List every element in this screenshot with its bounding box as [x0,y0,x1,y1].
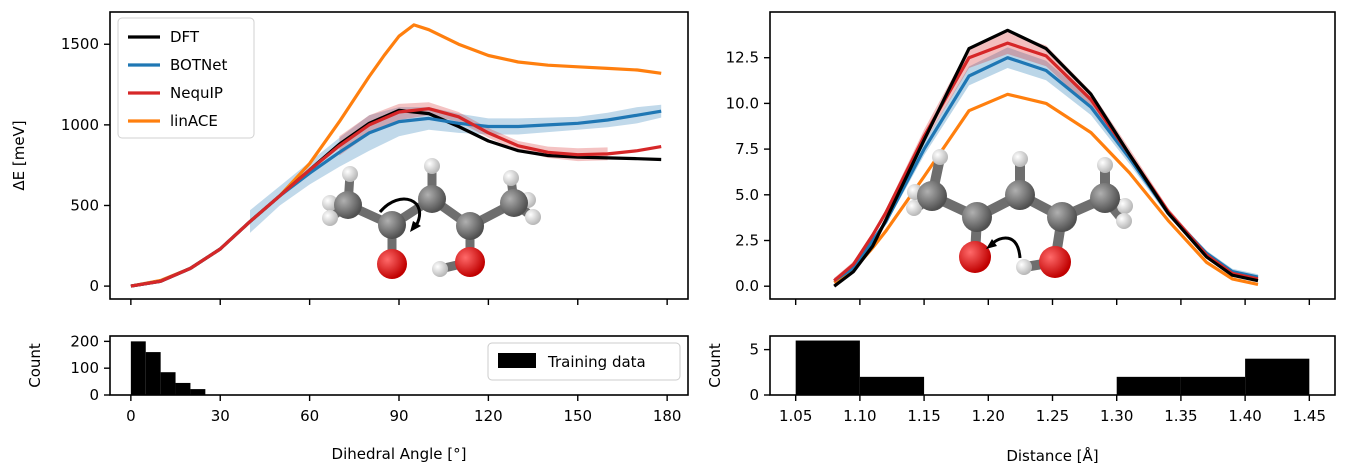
dihedral-energy-panel: 0 500 1000 1500 ΔE [meV] DFT BOTNet NequIP linAC… [10,11,689,305]
distance-histogram-panel: 0 5 1.05 1.10 1.15 1.20 1.25 1.30 1.35 1.40 1.45 Co… [706,335,1336,465]
uncertainty-band-nequip [339,102,608,162]
x-tick-label: 1.10 [843,407,876,425]
x-tick-label: 1.20 [972,407,1005,425]
x-tick-label: 1.05 [779,407,812,425]
y-tick-label: 5.0 [735,186,759,204]
x-tick-label: 120 [474,407,503,425]
y-tick-label: 5 [749,341,759,359]
x-tick-label: 1.40 [1228,407,1261,425]
y-axis-label: ΔE [meV] [10,120,28,190]
series-layer [833,28,1259,288]
histogram-bar [160,372,176,395]
x-tick-label: 1.35 [1164,407,1197,425]
x-tick-label: 150 [563,407,592,425]
y-tick-label: 1500 [61,35,99,53]
y-tick-label: 200 [70,332,99,350]
y-tick-label: 500 [70,196,99,214]
y-tick-label: 12.5 [726,49,759,67]
x-tick-label: 1.45 [1293,407,1326,425]
molecule-dihedral-illustration [322,158,541,279]
histogram-bar [175,382,191,395]
x-tick-label: 90 [389,407,408,425]
y-tick-label: 0 [749,386,759,404]
series-line-dft [833,28,1259,288]
legend-label-linace: linACE [170,112,218,130]
legend-label-nequip: NequIP [170,84,223,102]
x-tick-label: 60 [300,407,319,425]
series-layer [130,23,662,288]
histogram-bar [1180,376,1246,395]
histogram-bar [145,352,161,395]
legend: DFT BOTNet NequIP linACE [117,17,255,139]
histogram-bar [859,376,925,395]
y-axis-label: Count [706,343,724,388]
x-tick-label: 30 [211,407,230,425]
y-tick-label: 10.0 [726,94,759,112]
y-tick-label: 7.5 [735,140,759,158]
legend-box [117,17,255,139]
y-tick-label: 0 [89,386,99,404]
histogram-bar [190,389,206,395]
x-tick-label: 1.15 [907,407,940,425]
x-axis-label: Distance [Å] [1006,446,1098,465]
histogram-bar [795,340,860,395]
molecule-transfer-illustration [906,149,1133,278]
legend: Training data [487,342,681,381]
distance-energy-panel: 0.0 2.5 5.0 7.5 10.0 12.5 [726,11,1336,305]
legend-swatch-training-data [498,353,536,368]
x-tick-label: 1.25 [1036,407,1069,425]
dihedral-histogram-panel: 0 100 200 0 30 60 90 120 150 180 Count Dihedral Ang… [26,332,689,463]
y-tick-label: 0.0 [735,277,759,295]
histogram-bar [130,341,146,395]
series-line-nequip [130,107,662,288]
y-tick-label: 0 [89,277,99,295]
x-axis-label: Dihedral Angle [°] [332,445,467,463]
x-tick-label: 180 [653,407,682,425]
x-tick-label: 0 [126,407,136,425]
histogram-bar [1245,358,1310,395]
legend-box [487,342,681,381]
legend-label-dft: DFT [170,28,200,46]
y-tick-label: 1000 [61,116,99,134]
y-tick-label: 2.5 [735,232,759,250]
legend-label-botnet: BOTNet [170,56,227,74]
y-tick-label: 100 [70,359,99,377]
x-tick-label: 1.30 [1100,407,1133,425]
legend-label-training-data: Training data [547,353,646,371]
histogram-bar [1116,376,1181,395]
y-axis-label: Count [26,343,44,388]
